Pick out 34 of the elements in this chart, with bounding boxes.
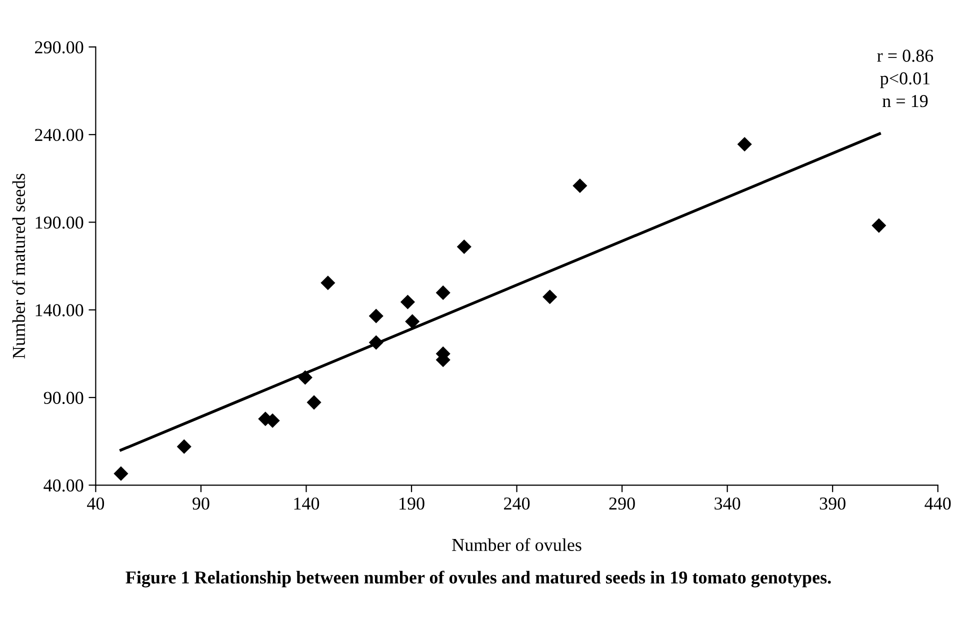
text: Figure 1 Relationship between number of ovules and matured seeds in 19 tomato genotypes. [126,570,831,588]
point [400,294,416,310]
point [306,395,322,410]
x-tick-label: 190 [400,497,424,510]
x-tick-label: 140 [294,497,320,510]
y-tick-label: 290.00 [35,41,84,54]
x-tick-label: 440 [924,497,951,510]
point [114,466,128,481]
point [872,218,886,233]
y-tick-label: 140.00 [36,304,84,316]
x-axis-title: Number of ovules [452,538,582,552]
point [320,276,336,290]
point [368,308,384,324]
point [436,285,450,300]
x-tick-label: 240 [504,497,530,510]
point [542,290,558,304]
point [368,335,384,350]
y-tick-label: 40.00 [44,479,84,492]
x-tick-label: 90 [192,497,210,510]
point [572,178,588,194]
x-tick-label: 340 [714,497,740,510]
annotation: r = 0.86 p<0.01 n = 19 [877,50,934,108]
point [456,239,472,254]
point [176,439,192,454]
y-tick-label: 90.00 [44,392,84,404]
point [737,136,752,152]
point [298,370,312,385]
x-tick-label: 290 [609,497,635,510]
x-tick-label: 40 [87,497,104,510]
y-tick-label: 240.00 [35,128,84,142]
x-tick-label: 390 [820,497,846,510]
y-axis-title: Number of matured seeds [12,174,26,359]
y-tick-label: 190.00 [36,216,84,229]
point [405,314,420,329]
